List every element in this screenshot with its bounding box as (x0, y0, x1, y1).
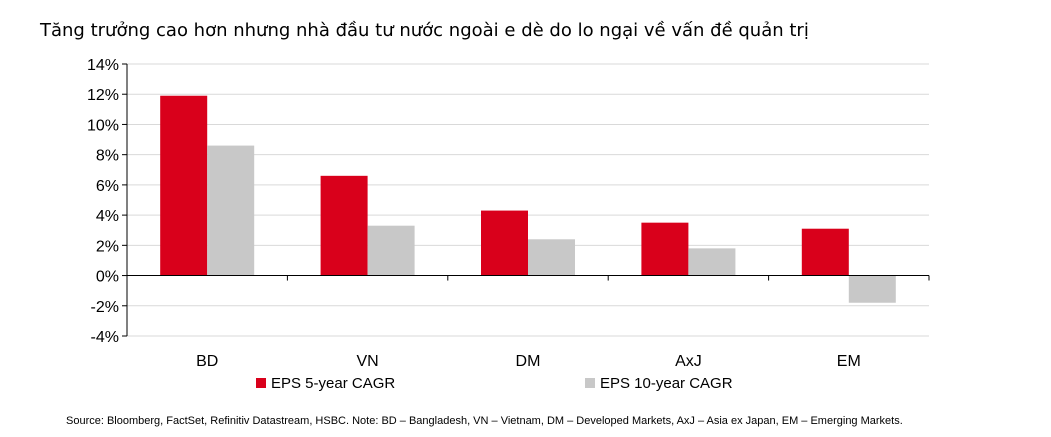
bar-series1-axj (641, 222, 689, 276)
bars (160, 95, 896, 303)
y-tick-label: -4% (91, 329, 119, 346)
bar-series2-em (848, 275, 896, 303)
x-tick-label: VN (356, 353, 378, 370)
y-tick-label: 6% (96, 178, 119, 195)
legend-swatch-series1 (256, 378, 266, 388)
y-tick-label: 12% (87, 87, 119, 104)
x-axis: BD VN DM AxJ EM (126, 275, 930, 370)
legend-swatch-series2 (585, 378, 595, 388)
y-tick-label: 4% (96, 208, 119, 225)
bar-series1-dm (481, 210, 528, 276)
bar-series2-vn (367, 225, 415, 276)
bar-series1-vn (320, 175, 368, 276)
bar-series1-bd (160, 95, 208, 276)
y-tick-label: 10% (87, 117, 119, 134)
y-axis: -4% -2% 0% 2% 4% 6% 8% 10% 12% 14% (87, 57, 128, 346)
y-tick-label: 14% (87, 57, 119, 74)
legend-label-series2: EPS 10-year CAGR (600, 375, 733, 392)
bar-series1-em (801, 228, 849, 276)
y-tick-label: 2% (96, 238, 119, 255)
bar-series2-dm (528, 239, 575, 276)
source-note: Source: Bloomberg, FactSet, Refinitiv Da… (66, 415, 903, 427)
legend: EPS 5-year CAGR EPS 10-year CAGR (256, 375, 733, 392)
bar-series2-axj (688, 248, 736, 276)
bar-series2-bd (207, 145, 255, 276)
chart-title: Tăng trưởng cao hơn nhưng nhà đầu tư nướ… (40, 20, 809, 41)
y-tick-label: 8% (96, 148, 119, 165)
x-tick-label: EM (837, 353, 861, 370)
y-tick-label: -2% (91, 299, 119, 316)
legend-label-series1: EPS 5-year CAGR (271, 375, 395, 392)
y-tick-label: 0% (96, 269, 119, 286)
x-tick-label: DM (516, 353, 541, 370)
x-tick-label: AxJ (675, 353, 702, 370)
x-tick-label: BD (196, 353, 218, 370)
